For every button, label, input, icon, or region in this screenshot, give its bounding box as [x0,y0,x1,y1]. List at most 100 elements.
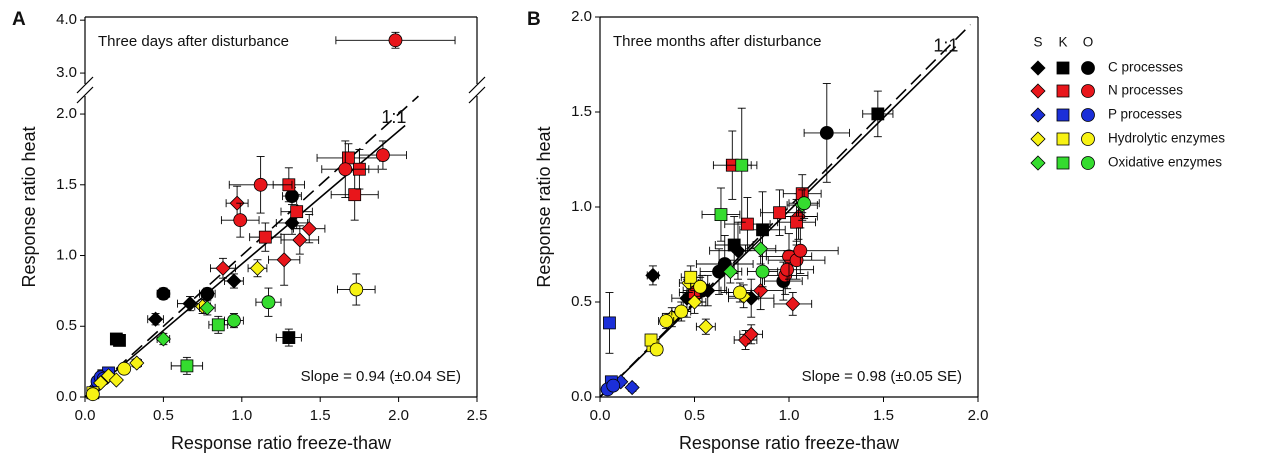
legend-label: C processes [1108,60,1183,75]
x-tick-label: 1.5 [310,407,331,424]
y-tick-label: 0.0 [571,388,592,405]
point [233,213,248,228]
point [155,331,171,347]
point [659,314,674,328]
point [276,252,292,268]
legend-label: Oxidative enzymes [1108,155,1222,170]
identity-line [84,95,419,398]
legend-label: Hydrolytic enzymes [1108,131,1225,146]
legend-marker [1056,84,1070,98]
fit-label: Slope = 0.98 (±0.05 SE) [802,368,962,385]
point [338,162,353,177]
legend-column-label: K [1058,35,1067,50]
point [871,107,885,121]
point [292,232,308,248]
point [686,294,703,310]
legend-marker [1056,108,1070,122]
x-tick-label: 2.0 [388,407,409,424]
x-tick-label: 2.0 [968,407,989,424]
legend-marker [1030,107,1046,123]
point [253,177,268,192]
y-tick-label: 4.0 [56,11,77,28]
x-tick-label: 1.5 [873,407,894,424]
point [113,334,126,347]
point [117,361,132,376]
legend-marker [1081,132,1095,146]
point [85,387,100,402]
y-tick-label: 1.0 [571,198,592,215]
y-tick-label: 1.0 [56,246,77,263]
point [722,264,738,280]
legend-marker [1081,108,1095,122]
point [129,355,145,371]
point [211,318,225,332]
point [698,319,714,335]
point [215,260,231,276]
axis-break [468,86,486,104]
point [349,282,364,297]
x-tick-label: 0.0 [590,407,611,424]
y-tick-label: 2.0 [56,105,77,122]
point [674,304,689,319]
point [348,188,362,202]
legend-marker [1030,60,1046,76]
point [258,230,272,244]
y-tick-label: 3.0 [56,64,77,81]
point [227,313,241,328]
point [388,33,403,48]
x-tick-label: 0.5 [153,407,174,424]
legend-marker [1056,132,1070,146]
legend-marker [1081,84,1095,98]
legend-marker [1030,83,1046,99]
point [819,125,834,140]
point [773,206,786,220]
fit-label: Slope = 0.94 (±0.04 SE) [301,368,461,385]
axis-break [468,76,486,94]
point [753,241,769,257]
y-axis-label: Response ratio heat [19,126,39,287]
annotation: Three days after disturbance [98,33,289,50]
point [200,286,215,301]
legend-column-label: O [1083,35,1094,50]
y-tick-label: 0.0 [56,388,77,405]
point [727,238,741,252]
point [785,296,801,312]
point [376,148,390,162]
x-tick-label: 0.5 [684,407,705,424]
point [342,151,355,165]
y-tick-label: 1.5 [571,103,592,120]
legend-marker [1030,155,1046,171]
y-tick-label: 2.0 [571,8,592,25]
point [282,331,296,344]
y-tick-label: 0.5 [571,293,592,310]
point [732,285,747,300]
point [714,208,728,222]
point [741,217,754,231]
point [735,158,749,172]
point [261,295,276,310]
x-tick-label: 0.0 [75,407,96,424]
identity-label: 1:1 [933,35,958,55]
x-axis-label: Response ratio freeze-thaw [171,433,392,453]
panel-label: A [12,9,26,30]
axis-break [76,86,94,104]
point [755,264,770,279]
legend-column-label: S [1033,35,1042,50]
point [606,378,621,393]
legend-marker [1056,156,1070,170]
point [108,372,124,388]
point [93,375,109,391]
point [743,326,759,342]
axis-break [76,76,94,94]
legend-marker [1081,156,1095,170]
point [290,205,304,219]
point [684,270,698,284]
y-tick-label: 1.5 [56,176,77,193]
panel-label: B [527,9,541,30]
point [797,196,812,211]
point [199,300,215,316]
point [693,279,708,294]
point [180,359,194,373]
point [793,243,808,258]
